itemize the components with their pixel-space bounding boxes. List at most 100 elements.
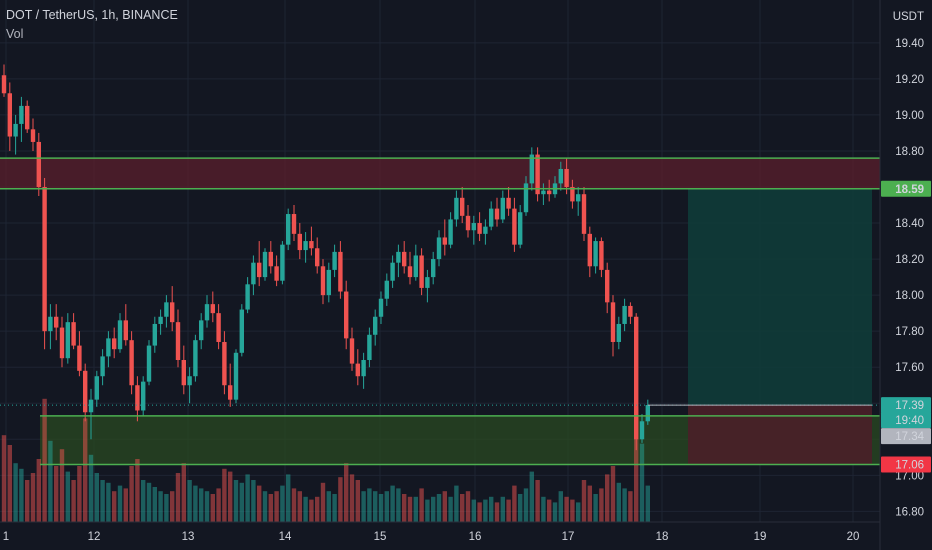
candle-body <box>576 194 581 202</box>
volume-bar <box>280 485 285 522</box>
candle-body <box>489 208 494 227</box>
volume-bar <box>152 487 157 522</box>
candle-body <box>13 123 18 137</box>
volume-indicator-label[interactable]: Vol <box>6 27 24 41</box>
candle-body <box>233 352 239 400</box>
candle-body <box>396 251 401 263</box>
volume-bar <box>367 488 372 522</box>
candle-body <box>384 280 389 299</box>
candle-body <box>30 129 36 142</box>
volume-bar <box>373 491 378 522</box>
candle-body <box>59 327 65 359</box>
volume-bar <box>448 496 453 522</box>
x-tick-label: 15 <box>374 531 387 543</box>
volume-bar <box>274 491 279 522</box>
volume-bar <box>645 485 650 522</box>
volume-bar <box>199 488 204 522</box>
volume-bar <box>303 496 308 522</box>
volume-bar <box>483 499 488 522</box>
candle-body <box>326 269 331 296</box>
volume-bar <box>622 488 627 522</box>
candle-body <box>106 338 111 357</box>
candle-body <box>7 93 12 137</box>
candle-body <box>187 376 192 386</box>
volume-bar <box>59 449 65 522</box>
volume-bar <box>245 474 250 522</box>
candle-body <box>65 322 70 359</box>
volume-bar <box>222 468 227 522</box>
y-tick-label: 19.00 <box>895 110 924 122</box>
candle-body <box>170 302 175 323</box>
x-tick-label: 14 <box>279 531 292 543</box>
price-label-bg <box>881 397 931 414</box>
candle-body <box>239 309 244 353</box>
volume-bar <box>500 496 505 522</box>
candle-body <box>605 269 610 303</box>
y-tick-label: 18.80 <box>895 146 924 158</box>
volume-bar <box>291 488 297 522</box>
volume-bar <box>413 496 418 522</box>
volume-bar <box>48 440 53 522</box>
volume-bar <box>262 491 268 522</box>
volume-bar <box>518 494 523 522</box>
volume-bar <box>175 473 181 522</box>
x-tick-label: 16 <box>469 531 482 543</box>
volume-bar <box>54 466 59 522</box>
candle-body <box>181 360 186 386</box>
candle-body <box>425 277 430 288</box>
volume-bar <box>610 466 616 522</box>
volume-bar <box>616 482 621 522</box>
candle-body <box>251 262 256 285</box>
volume-bar <box>187 480 192 522</box>
volume-bar <box>268 494 273 522</box>
candle-body <box>547 190 552 195</box>
candle-body <box>245 284 250 310</box>
candle-body <box>442 237 447 245</box>
candle-body <box>129 340 134 386</box>
candle-body <box>460 197 465 216</box>
candle-body <box>483 226 488 234</box>
volume-bar <box>332 494 337 522</box>
overlay-lines <box>0 157 880 466</box>
volume-bar <box>541 496 546 522</box>
volume-bar <box>146 482 152 522</box>
symbol-title: DOT / TetherUS, 1h, BINANCE <box>6 8 178 22</box>
volume-bar <box>471 499 476 522</box>
volume-bar <box>100 480 105 522</box>
candle-body <box>512 208 517 245</box>
candle-body <box>280 244 285 281</box>
volume-bar <box>309 499 314 522</box>
zones <box>0 158 880 465</box>
candle-body <box>146 345 152 382</box>
candle-body <box>639 421 645 440</box>
volume-bar <box>593 494 598 522</box>
candle-body <box>402 251 407 267</box>
candle-body <box>523 183 529 213</box>
volume-bar <box>349 474 355 522</box>
candle-body <box>593 241 598 267</box>
candle-body <box>210 304 215 314</box>
volume-bar <box>605 474 610 522</box>
volume-bar <box>204 491 210 522</box>
candle-body <box>135 385 140 411</box>
volume-bar <box>233 480 239 522</box>
candle-body <box>541 190 546 195</box>
y-tick-label: 19.20 <box>895 74 924 86</box>
volume-bars <box>1 398 650 522</box>
volume-bar <box>106 482 111 522</box>
currency-label: USDT <box>893 11 924 23</box>
y-tick-label: 16.80 <box>895 506 924 518</box>
candle-body <box>506 197 511 209</box>
candle-body <box>94 376 99 400</box>
price-label: 17.39 <box>895 400 924 412</box>
candle-body <box>204 304 210 321</box>
price-axis[interactable]: 19.4019.2019.0018.8018.6018.4018.2018.00… <box>879 0 931 550</box>
volume-bar <box>523 488 529 522</box>
candle-body <box>88 399 94 413</box>
volume-bar <box>558 491 563 522</box>
candle-body <box>529 154 534 184</box>
volume-bar <box>390 485 395 522</box>
volume-bar <box>547 499 552 522</box>
time-axis[interactable]: 1 12 13 14 15 16 17 18 19 20 <box>0 521 880 543</box>
